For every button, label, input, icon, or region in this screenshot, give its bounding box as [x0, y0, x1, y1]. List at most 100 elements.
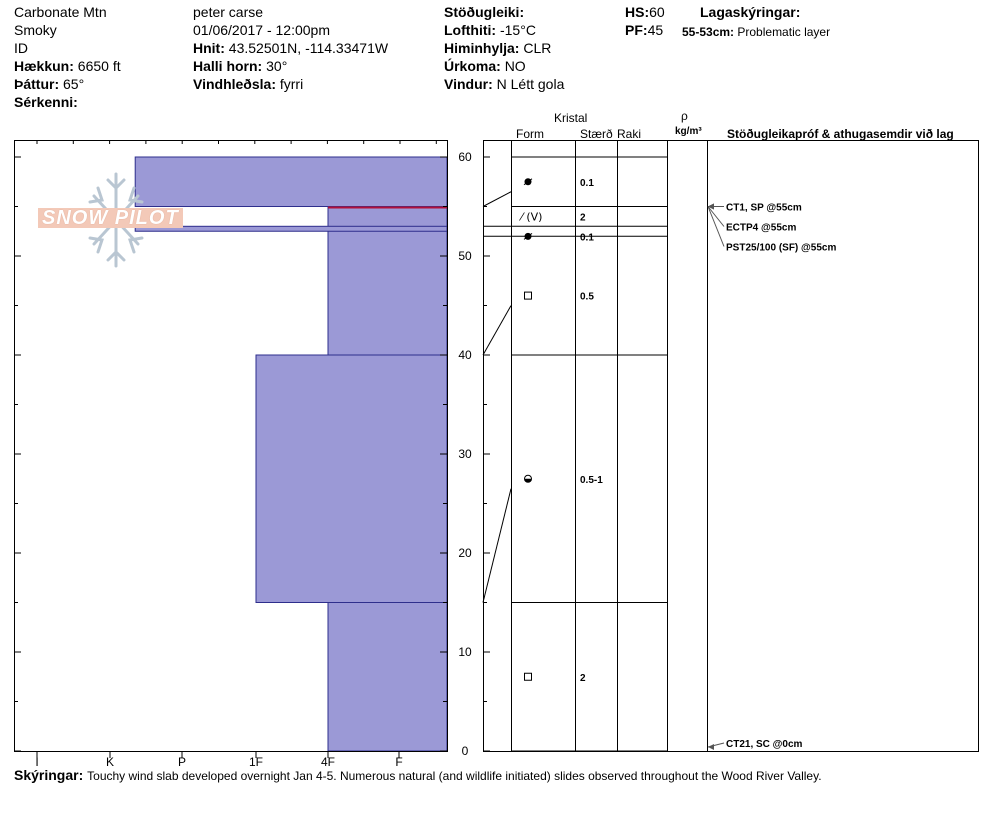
observer-name: peter carse: [193, 4, 264, 20]
range-name: Smoky: [14, 22, 57, 38]
wind-loading-value: fyrri: [279, 76, 304, 92]
test-leader-line: [707, 206, 725, 247]
faceted-square-icon: [524, 672, 532, 681]
stability-test-label: CT1, SP @55cm: [726, 203, 802, 214]
hs-label: HS:: [625, 4, 650, 20]
test-leader-line: [707, 206, 725, 227]
kristal-header: Kristal: [554, 111, 588, 125]
air-temp-value: -15°C: [499, 22, 536, 38]
foot-penetration: PF:45: [625, 22, 663, 38]
depth-tick-label: 10: [458, 645, 472, 659]
hardness-frame: [14, 140, 448, 752]
stability-test-label: CT21, SC @0cm: [726, 739, 803, 750]
grain-size-label: 2: [580, 673, 586, 684]
grain-size-label: 0.5: [580, 292, 594, 303]
air-temp-label: Lofthiti:: [444, 22, 497, 38]
hardness-bar: [327, 602, 448, 752]
wind-loading: Vindhleðsla: fyrri: [193, 76, 303, 92]
aspect-value: 65°: [63, 76, 85, 92]
stability-label: Stöðugleiki:: [444, 4, 525, 20]
state-name: ID: [14, 40, 28, 56]
test-arrow-icon: [708, 203, 714, 210]
surface-hoar-icon: ⁄ (V): [518, 210, 542, 223]
hardness-tick-label: F: [395, 755, 402, 769]
faceted-square-icon: [524, 291, 532, 300]
mixed-forms-icon: [524, 478, 532, 483]
slope-label: Halli horn:: [193, 58, 263, 74]
size-header: Stærð: [580, 127, 613, 141]
elevation-label: Hækkun:: [14, 58, 74, 74]
coordinates: Hnit: 43.52501N, -114.33471W: [193, 40, 388, 56]
hardness-tick-label: P: [178, 755, 186, 769]
elevation-value: 6650 ft: [77, 58, 121, 74]
grain-frame: [483, 140, 979, 752]
stability-test-label: ECTP4 @55cm: [726, 223, 796, 234]
snow-height: HS:60: [625, 4, 665, 20]
grain-connector: [482, 488, 512, 603]
grain-connector: [482, 305, 512, 356]
stability-test-label: PST25/100 (SF) @55cm: [726, 243, 836, 254]
layer-note-text: Problematic layer: [737, 25, 831, 39]
layer-note-range: 55-53cm:: [682, 25, 735, 39]
test-arrow-icon: [708, 744, 714, 750]
moisture-header: Raki: [617, 127, 642, 141]
slope-angle: Halli horn: 30°: [193, 58, 287, 74]
grain-layers: 0.1 ⁄ (V) 2 0.1 0.5 0.5-1 2: [482, 156, 667, 752]
snow-pilot-logo: SNOW PILOT: [38, 208, 183, 228]
footer-text: Touchy wind slab developed overnight Jan…: [87, 769, 822, 783]
sky-cover: Himinhylja: CLR: [444, 40, 551, 56]
aspect-label: Þáttur:: [14, 76, 60, 92]
hardness-tick-label: 1F: [249, 755, 263, 769]
depth-tick-label: 40: [458, 348, 472, 362]
layer-note: 55-53cm: Problematic layer: [682, 24, 830, 40]
density-unit-header: kg/m³: [675, 126, 702, 137]
footer-label: Skýringar:: [14, 767, 84, 783]
hardness-tick-label: 4F: [321, 755, 335, 769]
location-name: Carbonate Mtn: [14, 4, 107, 20]
hardness-tick-label: K: [106, 755, 114, 769]
layer-notes-label: Lagaskýringar:: [700, 4, 801, 20]
wind-value: N Létt gola: [496, 76, 565, 92]
grain-size-label: 0.1: [580, 232, 594, 243]
depth-axis: 0 10 20 30 40 50 60: [14, 150, 490, 758]
grain-connector: [482, 191, 512, 207]
wind-label: Vindur:: [444, 76, 493, 92]
depth-tick-label: 0: [462, 744, 469, 758]
depth-tick-label: 20: [458, 546, 472, 560]
sky-label: Himinhylja:: [444, 40, 520, 56]
coords-value: 43.52501N, -114.33471W: [228, 40, 389, 56]
depth-tick-label: 30: [458, 447, 472, 461]
grain-size-label: 2: [580, 212, 586, 223]
aspect: Þáttur: 65°: [14, 76, 84, 92]
rounding-faceted-icon: [523, 232, 533, 240]
hardness-bar: [134, 156, 448, 207]
form-header: Form: [516, 127, 544, 141]
precip-label: Úrkoma:: [444, 58, 501, 74]
sky-value: CLR: [523, 40, 552, 56]
wind: Vindur: N Létt gola: [444, 76, 564, 92]
hardness-tick-label: I: [35, 755, 38, 769]
hardness-profile: [134, 156, 448, 752]
elevation: Hækkun: 6650 ft: [14, 58, 121, 74]
coords-label: Hnit:: [193, 40, 225, 56]
rho-header: ρ: [681, 109, 688, 123]
depth-tick-label: 60: [458, 150, 472, 164]
precipitation: Úrkoma: NO: [444, 58, 526, 74]
precip-value: NO: [504, 58, 526, 74]
wind-loading-label: Vindhleðsla:: [193, 76, 276, 92]
stability-tests: CT21, SC @0cm CT1, SP @55cm ECTP4 @55cm PST…: [707, 203, 836, 750]
pf-value: 45: [647, 22, 664, 38]
air-temp: Lofthiti: -15°C: [444, 22, 536, 38]
hardness-bar: [255, 354, 448, 603]
features-label: Sérkenni:: [14, 94, 78, 110]
slope-value: 30°: [266, 58, 288, 74]
grain-size-label: 0.1: [580, 178, 594, 189]
grain-size-label: 0.5-1: [580, 475, 603, 486]
depth-tick-label: 50: [458, 249, 472, 263]
hardness-axis: I K P 1F 4F F: [35, 140, 437, 769]
footer-comments: Skýringar: Touchy wind slab developed ov…: [14, 767, 822, 784]
tests-header: Stöðugleikapróf & athugasemdir við lag: [727, 127, 954, 141]
hs-value: 60: [649, 4, 665, 20]
pf-label: PF:: [625, 22, 648, 38]
